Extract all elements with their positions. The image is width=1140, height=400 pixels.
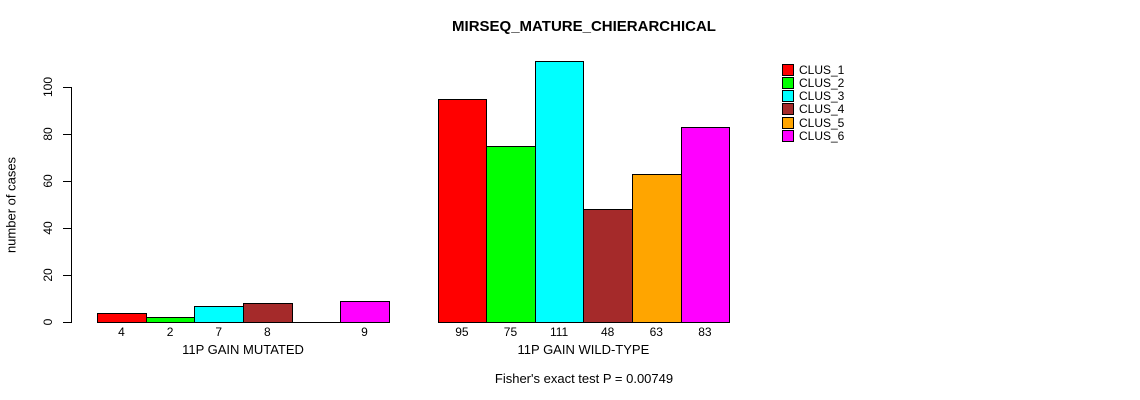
y-tick (63, 87, 71, 88)
legend-label: CLUS_2 (799, 75, 845, 90)
legend-color-swatch (782, 103, 794, 116)
y-tick (63, 228, 71, 229)
bar (486, 145, 536, 323)
bar (145, 317, 196, 323)
bar-value-label: 7 (215, 325, 223, 339)
bar-value-label: 83 (698, 325, 712, 339)
y-tick-label: 40 (41, 221, 55, 235)
legend-color-swatch (782, 63, 794, 76)
y-axis-label: number of cases (3, 156, 19, 254)
bar-value-label: 9 (361, 325, 368, 339)
bar-value-label: 2 (166, 325, 174, 339)
bar-value-label: 75 (503, 325, 518, 339)
y-tick (63, 134, 71, 135)
chart-title: MIRSEQ_MATURE_CHIERARCHICAL (452, 18, 716, 35)
legend-label: CLUS_1 (799, 62, 845, 77)
bar-value-label: 111 (549, 325, 569, 339)
bar-value-label: 48 (601, 325, 615, 339)
legend-color-swatch (782, 116, 794, 129)
y-axis-line (71, 87, 72, 323)
bar (534, 61, 585, 323)
legend-color-swatch (782, 130, 794, 142)
legend-item: CLUS_5 (782, 116, 844, 129)
y-tick-label: 60 (41, 174, 55, 188)
bar (583, 209, 633, 323)
y-tick-label: 0 (41, 318, 55, 326)
legend-label: CLUS_5 (799, 115, 845, 130)
legend-label: CLUS_3 (799, 89, 845, 104)
legend-label: CLUS_4 (799, 102, 845, 117)
y-tick (63, 322, 71, 323)
legend-label: CLUS_6 (799, 129, 845, 143)
bar-value-label: 95 (455, 325, 469, 339)
legend-item: CLUS_1 (782, 63, 844, 76)
annotation-fisher-test: Fisher's exact test P = 0.00749 (494, 371, 674, 386)
legend-item: CLUS_2 (782, 76, 844, 89)
bar-value-label: 8 (263, 325, 271, 339)
y-tick-label: 20 (41, 268, 55, 282)
bar-value-label: 4 (118, 325, 125, 339)
legend-item: CLUS_6 (782, 130, 844, 143)
bar (437, 98, 488, 323)
legend-color-swatch (782, 90, 794, 103)
y-tick-label: 100 (41, 76, 55, 98)
bar (243, 303, 293, 323)
bar-zero-height (291, 322, 342, 323)
y-tick (63, 181, 71, 182)
legend-item: CLUS_4 (782, 103, 844, 116)
group-axis-label: 11P GAIN MUTATED (182, 342, 304, 357)
legend-item: CLUS_3 (782, 90, 844, 103)
bar-value-label: 63 (649, 325, 663, 339)
legend-color-swatch (782, 76, 794, 89)
bar (194, 305, 244, 323)
bar (97, 312, 147, 323)
y-tick (63, 275, 71, 276)
bar (680, 126, 731, 323)
bar (340, 300, 390, 323)
y-tick-label: 80 (41, 127, 55, 141)
group-axis-label: 11P GAIN WILD-TYPE (517, 342, 650, 357)
bar (632, 173, 682, 323)
